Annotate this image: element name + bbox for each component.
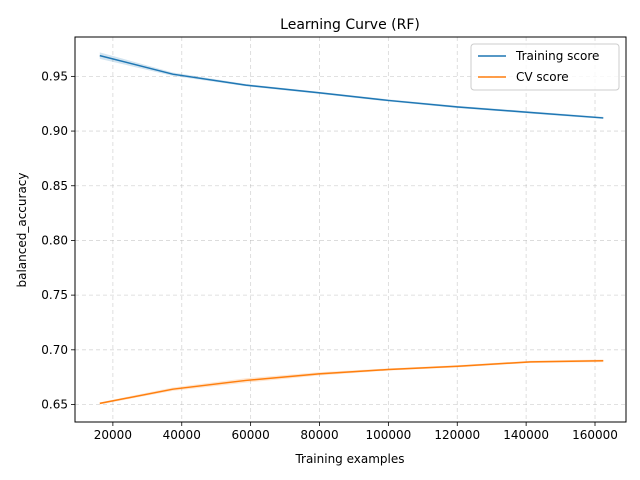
y-axis-label: balanced_accuracy: [15, 172, 29, 287]
y-axis-ticks: 0.65 0.70 0.75 0.80 0.85 0.90 0.95: [41, 69, 75, 412]
chart-title: Learning Curve (RF): [280, 17, 420, 33]
x-tick-label: 140000: [503, 428, 549, 442]
x-tick-label: 160000: [572, 428, 618, 442]
cv-score-line: [99, 360, 604, 405]
legend-label-cv-score: CV score: [516, 70, 569, 84]
y-tick-label: 0.75: [41, 288, 68, 302]
training-score-line: [99, 54, 604, 119]
legend: Training score CV score: [470, 43, 620, 91]
y-tick-label: 0.95: [41, 69, 68, 83]
y-tick-label: 0.90: [41, 124, 68, 138]
x-axis-ticks: 20000 40000 60000 80000 100000 120000 140000 16…: [94, 422, 618, 442]
y-tick-label: 0.70: [41, 343, 68, 357]
legend-label-training-score: Training score: [515, 49, 599, 63]
legend-box: [470, 43, 620, 91]
y-tick-label: 0.80: [41, 233, 68, 247]
x-tick-label: 40000: [163, 428, 201, 442]
y-tick-label: 0.65: [41, 398, 68, 412]
x-tick-label: 80000: [300, 428, 338, 442]
x-tick-label: 120000: [434, 428, 480, 442]
plot-area: [75, 37, 626, 422]
x-axis-label: Training examples: [294, 452, 404, 466]
grid-lines: [75, 37, 626, 422]
series-lines: [99, 54, 604, 405]
x-tick-label: 20000: [94, 428, 132, 442]
x-tick-label: 60000: [232, 428, 270, 442]
y-tick-label: 0.85: [41, 179, 68, 193]
x-tick-label: 100000: [365, 428, 411, 442]
plot-frame: [74, 36, 627, 423]
